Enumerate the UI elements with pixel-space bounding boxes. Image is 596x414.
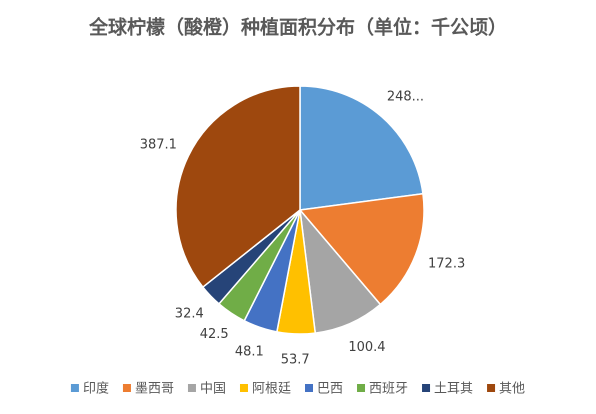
- data-label: 32.4: [175, 306, 204, 321]
- pie-slice: [298, 192, 425, 306]
- legend-label: 其他: [499, 382, 525, 397]
- data-label: 100.4: [348, 340, 385, 355]
- data-label: 248...: [387, 90, 424, 105]
- pie-slice: [175, 85, 301, 289]
- data-label: 48.1: [235, 345, 264, 360]
- legend-label: 中国: [200, 382, 226, 397]
- legend-swatch: [422, 384, 431, 392]
- legend-swatch: [239, 384, 248, 392]
- legend-label: 西班牙: [369, 382, 408, 397]
- chart-title: 全球柠檬（酸橙）种植面积分布（单位：千公顷）: [88, 16, 507, 39]
- legend-label: 墨西哥: [135, 382, 174, 397]
- data-label: 53.7: [281, 352, 310, 367]
- legend-label: 巴西: [317, 382, 343, 397]
- legend-swatch: [187, 384, 196, 392]
- legend-label: 阿根廷: [252, 382, 291, 397]
- legend-label: 土耳其: [434, 382, 473, 397]
- legend-swatch: [305, 384, 313, 392]
- legend-swatch: [122, 384, 131, 392]
- pie-slice: [299, 85, 424, 211]
- legend-label: 印度: [83, 381, 109, 397]
- legend-swatch: [70, 384, 79, 392]
- legend-swatch: [357, 384, 366, 392]
- legend-swatch: [487, 384, 496, 392]
- data-label: 387.1: [140, 137, 177, 152]
- data-label: 172.3: [428, 256, 465, 271]
- data-label: 42.5: [200, 327, 229, 342]
